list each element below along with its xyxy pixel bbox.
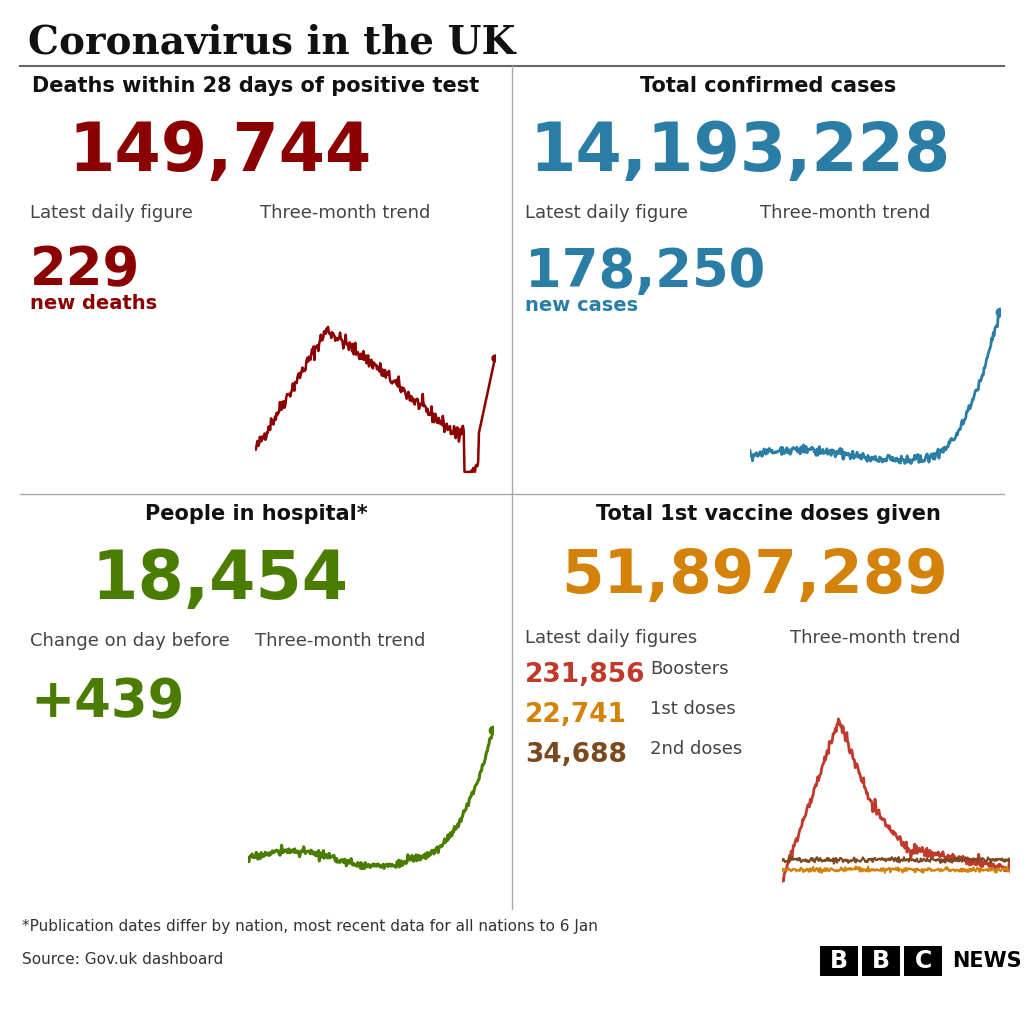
Text: Three-month trend: Three-month trend <box>760 204 931 222</box>
Text: new deaths: new deaths <box>30 294 157 313</box>
Text: 229: 229 <box>30 244 140 296</box>
Text: Three-month trend: Three-month trend <box>260 204 430 222</box>
Text: Deaths within 28 days of positive test: Deaths within 28 days of positive test <box>33 76 479 96</box>
Text: *Publication dates differ by nation, most recent data for all nations to 6 Jan: *Publication dates differ by nation, mos… <box>22 919 598 934</box>
Text: 231,856: 231,856 <box>525 662 645 688</box>
Text: 149,744: 149,744 <box>69 119 372 185</box>
Text: 18,454: 18,454 <box>91 547 348 613</box>
Text: Coronavirus in the UK: Coronavirus in the UK <box>28 24 515 62</box>
Text: Three-month trend: Three-month trend <box>255 632 425 650</box>
FancyBboxPatch shape <box>862 946 900 976</box>
Text: Source: Gov.uk dashboard: Source: Gov.uk dashboard <box>22 952 223 967</box>
Text: C: C <box>914 949 932 973</box>
Text: Three-month trend: Three-month trend <box>790 629 961 647</box>
Text: B: B <box>872 949 890 973</box>
Text: 14,193,228: 14,193,228 <box>529 119 950 185</box>
Text: People in hospital*: People in hospital* <box>144 504 368 524</box>
Text: Latest daily figure: Latest daily figure <box>525 204 688 222</box>
Text: new cases: new cases <box>525 296 638 315</box>
Text: NEWS: NEWS <box>952 951 1022 971</box>
Text: 178,250: 178,250 <box>525 246 765 298</box>
Text: Boosters: Boosters <box>650 660 729 678</box>
Text: 2nd doses: 2nd doses <box>650 740 742 758</box>
Text: Change on day before: Change on day before <box>30 632 229 650</box>
Text: +439: +439 <box>30 676 184 728</box>
Text: B: B <box>830 949 848 973</box>
Text: 51,897,289: 51,897,289 <box>561 547 948 606</box>
FancyBboxPatch shape <box>904 946 942 976</box>
Text: Latest daily figures: Latest daily figures <box>525 629 697 647</box>
Text: 1st doses: 1st doses <box>650 700 736 718</box>
Text: 34,688: 34,688 <box>525 742 627 768</box>
FancyBboxPatch shape <box>820 946 858 976</box>
Text: Total confirmed cases: Total confirmed cases <box>640 76 896 96</box>
Text: 22,741: 22,741 <box>525 702 627 728</box>
Text: Total 1st vaccine doses given: Total 1st vaccine doses given <box>596 504 940 524</box>
Text: Latest daily figure: Latest daily figure <box>30 204 193 222</box>
